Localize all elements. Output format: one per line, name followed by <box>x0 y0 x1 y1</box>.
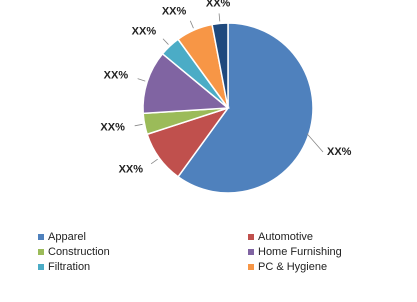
legend-label: Apparel <box>48 231 86 243</box>
value-label: XX% <box>104 69 129 81</box>
legend-label: Automotive <box>258 231 313 243</box>
leader-line <box>306 133 324 153</box>
leader-line <box>137 78 146 82</box>
value-label: XX% <box>327 146 352 158</box>
leader-line <box>134 123 143 127</box>
leader-line <box>162 38 169 45</box>
legend-swatch <box>38 249 44 255</box>
legend-label: Construction <box>48 246 110 258</box>
legend-label: Home Furnishing <box>258 246 342 258</box>
value-label: XX% <box>162 6 187 18</box>
pie-slice <box>211 22 229 109</box>
legend-swatch <box>248 249 254 255</box>
value-label: XX% <box>206 0 231 9</box>
legend-swatch <box>248 234 254 240</box>
leader-line <box>218 13 221 22</box>
legend-label: Filtration <box>48 261 90 273</box>
legend-swatch <box>248 264 254 270</box>
leader-line <box>189 20 194 29</box>
value-label: XX% <box>132 25 157 37</box>
leader-line <box>150 158 158 165</box>
legend-label: PC & Hygiene <box>258 261 327 273</box>
value-label: XX% <box>100 122 125 134</box>
value-label: XX% <box>119 164 144 176</box>
pie-slice <box>142 52 230 115</box>
legend-swatch <box>38 234 44 240</box>
pie-slice <box>176 22 314 194</box>
legend-swatch <box>38 264 44 270</box>
